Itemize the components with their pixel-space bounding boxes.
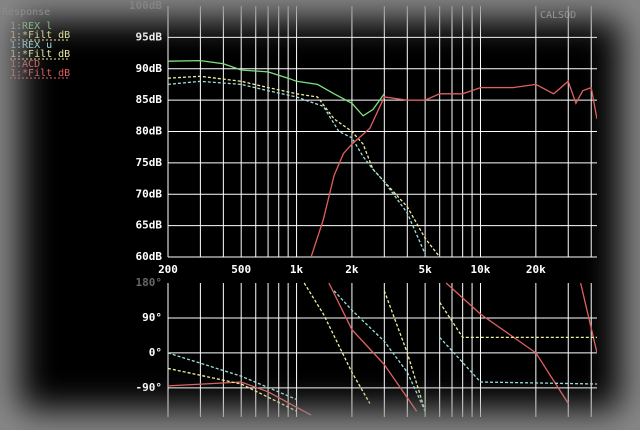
series-line bbox=[168, 59, 385, 117]
series-line bbox=[310, 80, 597, 257]
series-line bbox=[168, 80, 426, 255]
y-tick-label: 85dB bbox=[136, 93, 163, 106]
x-tick-label: 20k bbox=[526, 263, 546, 276]
legend-label: 1:REX l bbox=[10, 21, 52, 32]
legend-label: 1:ACD bbox=[10, 59, 40, 70]
y-tick-label: 100dB bbox=[129, 0, 162, 12]
series-group bbox=[168, 282, 597, 416]
x-tick-label: 5k bbox=[418, 263, 432, 276]
window-title: Response bbox=[2, 7, 50, 18]
y-tick-label: 65dB bbox=[136, 219, 163, 232]
series-line bbox=[168, 290, 597, 412]
legend-label: 1:*Filt dB bbox=[10, 30, 70, 41]
y-tick-label: 80dB bbox=[136, 125, 163, 138]
legend-label: 1:REX u bbox=[10, 40, 52, 51]
y-tick-label: 0° bbox=[149, 346, 162, 359]
series-line bbox=[168, 282, 597, 416]
y-tick-label: 95dB bbox=[136, 30, 163, 43]
x-tick-label: 500 bbox=[231, 263, 251, 276]
legend-label: 1:*Filt dB bbox=[10, 68, 70, 79]
y-tick-label: 60dB bbox=[136, 250, 163, 263]
x-tick-label: 2k bbox=[345, 263, 359, 276]
y-tick-label: 75dB bbox=[136, 156, 163, 169]
y-tick-label: 90dB bbox=[136, 62, 163, 75]
legend: 1:REX l1:*Filt dB1:REX u1:*Filt dB1:ACD1… bbox=[10, 21, 70, 79]
y-tick-label: -90° bbox=[136, 381, 163, 394]
legend-label: 1:*Filt dB bbox=[10, 49, 70, 60]
x-tick-label: 1k bbox=[290, 263, 304, 276]
y-tick-label: 90° bbox=[142, 311, 162, 324]
y-tick-label: 180° bbox=[136, 276, 163, 289]
x-tick-label: 200 bbox=[158, 263, 178, 276]
y-tick-label: 70dB bbox=[136, 187, 163, 200]
app-name: CALSOD bbox=[540, 10, 576, 21]
x-tick-label: 10k bbox=[471, 263, 491, 276]
series-group bbox=[168, 59, 597, 257]
plot-area bbox=[168, 281, 597, 417]
